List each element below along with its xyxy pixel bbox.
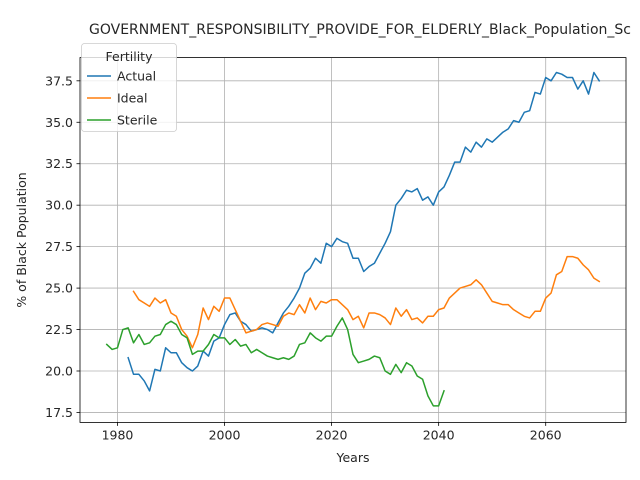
y-tick-label: 27.5 bbox=[45, 239, 73, 254]
y-tick-label: 25.0 bbox=[45, 281, 73, 296]
x-tick-label: 1980 bbox=[102, 427, 134, 442]
legend: Fertility Actual Ideal Sterile bbox=[81, 43, 177, 132]
grid bbox=[80, 57, 626, 423]
y-tick-label: 22.5 bbox=[45, 322, 73, 337]
legend-label-actual: Actual bbox=[117, 69, 156, 84]
series-lines bbox=[105, 71, 601, 407]
series-line-ideal bbox=[132, 255, 601, 349]
x-tick-label: 2000 bbox=[209, 427, 241, 442]
legend-label-ideal: Ideal bbox=[117, 91, 147, 106]
legend-title: Fertility bbox=[106, 49, 154, 64]
x-tick-label: 2040 bbox=[423, 427, 455, 442]
plot-frame bbox=[79, 57, 627, 423]
y-tick-label: 30.0 bbox=[45, 198, 73, 213]
y-tick-label: 20.0 bbox=[45, 363, 73, 378]
x-axis-label: Years bbox=[336, 450, 370, 465]
legend-box bbox=[81, 43, 177, 132]
legend-label-sterile: Sterile bbox=[117, 113, 158, 128]
series-line-sterile bbox=[105, 317, 445, 407]
series-line-actual bbox=[127, 71, 601, 392]
axis-ticks: 1980 2000 2020 2040 2060 17.5 20.0 22.5 25.0 27.5… bbox=[45, 73, 562, 442]
y-tick-label: 32.5 bbox=[45, 156, 73, 171]
y-axis-label: % of Black Population bbox=[14, 172, 29, 307]
x-tick-label: 2060 bbox=[530, 427, 562, 442]
chart-title: GOVERNMENT_RESPONSIBILITY_PROVIDE_FOR_EL… bbox=[89, 22, 631, 38]
x-tick-label: 2020 bbox=[316, 427, 348, 442]
y-tick-label: 17.5 bbox=[45, 405, 73, 420]
y-tick-label: 35.0 bbox=[45, 115, 73, 130]
y-tick-label: 37.5 bbox=[45, 73, 73, 88]
